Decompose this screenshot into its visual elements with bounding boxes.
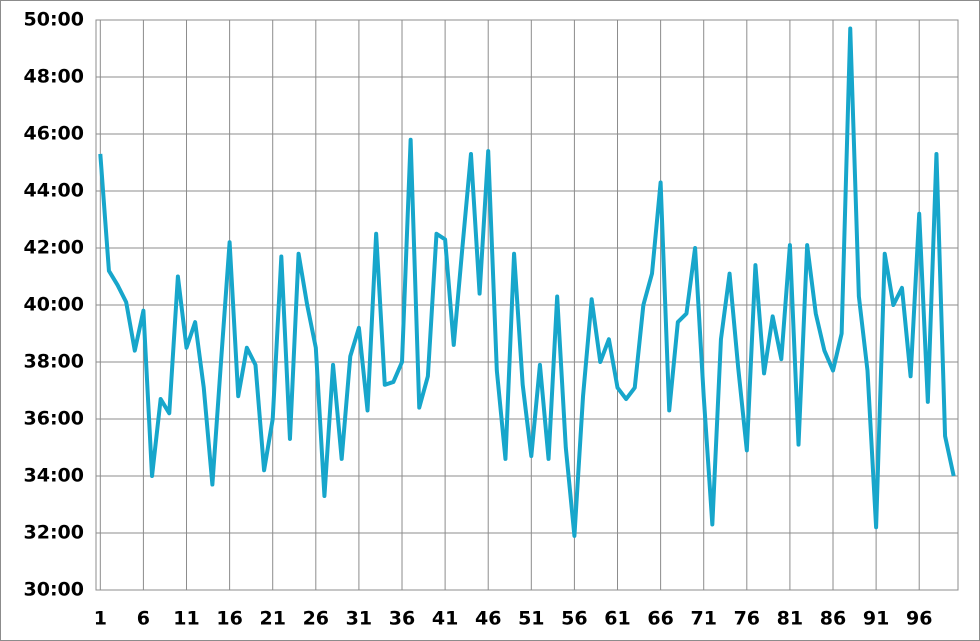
x-tick-label: 21 — [259, 608, 285, 630]
plot-border — [95, 19, 959, 591]
y-tick-label: 44:00 — [24, 180, 84, 202]
y-tick-label: 32:00 — [24, 522, 84, 544]
x-tick-label: 91 — [863, 608, 889, 630]
x-tick-label: 46 — [475, 608, 501, 630]
x-tick-label: 6 — [137, 608, 150, 630]
x-tick-label: 71 — [690, 608, 716, 630]
x-tick-label: 86 — [820, 608, 846, 630]
y-tick-label: 42:00 — [24, 237, 84, 259]
x-tick-label: 61 — [604, 608, 630, 630]
x-tick-label: 36 — [389, 608, 415, 630]
x-tick-label: 66 — [647, 608, 673, 630]
y-tick-label: 46:00 — [24, 123, 84, 145]
x-tick-label: 31 — [346, 608, 372, 630]
x-tick-label: 41 — [432, 608, 458, 630]
x-tick-label: 96 — [906, 608, 932, 630]
y-tick-label: 36:00 — [24, 408, 84, 430]
x-tick-label: 16 — [216, 608, 242, 630]
y-tick-label: 50:00 — [24, 9, 84, 31]
y-tick-label: 40:00 — [24, 294, 84, 316]
x-tick-label: 1 — [94, 608, 107, 630]
y-tick-label: 38:00 — [24, 351, 84, 373]
x-tick-label: 81 — [777, 608, 803, 630]
x-tick-label: 11 — [173, 608, 199, 630]
x-tick-label: 56 — [561, 608, 587, 630]
y-tick-label: 48:00 — [24, 66, 84, 88]
data-line — [98, 26, 956, 538]
y-tick-label: 34:00 — [24, 465, 84, 487]
x-tick-label: 26 — [303, 608, 329, 630]
x-tick-label: 51 — [518, 608, 544, 630]
y-tick-label: 30:00 — [24, 579, 84, 601]
x-tick-label: 76 — [734, 608, 760, 630]
